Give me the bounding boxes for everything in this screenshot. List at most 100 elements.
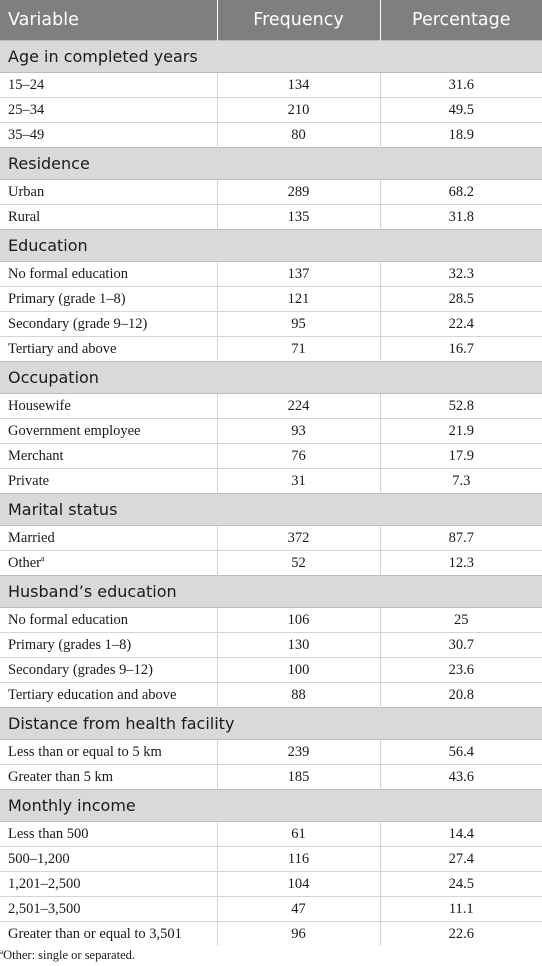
percentage-cell: 28.5 (379, 286, 542, 312)
frequency-cell: 224 (216, 393, 380, 419)
row-label-cell: Othera (0, 550, 217, 576)
row-label-cell: Tertiary and above (0, 336, 217, 362)
header-frequency: Frequency (216, 0, 380, 41)
percentage-cell: 27.4 (379, 846, 542, 872)
frequency-cell: 130 (216, 632, 380, 658)
row-label-cell: No formal education (0, 608, 217, 633)
row-label: Housewife (8, 397, 71, 414)
section-row: Occupation (0, 361, 542, 394)
section-title: Monthly income (0, 789, 542, 822)
table-row: Private 31 7.3 (0, 468, 542, 494)
table-row: Housewife 224 52.8 (0, 393, 542, 419)
section-row: Distance from health facility (0, 707, 542, 740)
table-row: 15–24 134 31.6 (0, 72, 542, 98)
frequency-cell: 71 (216, 336, 380, 362)
footnote-mark: a (0, 947, 4, 956)
percentage-cell: 31.6 (379, 72, 542, 98)
table-row: 1,201–2,500 104 24.5 (0, 871, 542, 897)
row-label: 1,201–2,500 (8, 875, 81, 892)
section-row: Education (0, 229, 542, 262)
table-footnote: aOther: single or separated. (0, 948, 135, 963)
row-label-cell: Urban (0, 180, 217, 205)
frequency-cell: 61 (216, 821, 380, 847)
row-label: No formal education (8, 611, 128, 628)
percentage-cell: 25 (379, 607, 542, 633)
row-label: Private (8, 472, 50, 489)
table-header: Variable Frequency Percentage (0, 0, 542, 41)
row-label: 25–34 (8, 101, 45, 118)
row-label: Secondary (grade 9–12) (8, 315, 148, 332)
row-label: Urban (8, 183, 45, 200)
section-row: Residence (0, 147, 542, 180)
frequency-cell: 137 (216, 261, 380, 287)
frequency-cell: 210 (216, 97, 380, 123)
percentage-cell: 52.8 (379, 393, 542, 419)
frequency-cell: 76 (216, 443, 380, 469)
section-title: Husband’s education (0, 575, 542, 608)
percentage-cell: 18.9 (379, 122, 542, 148)
row-label: Tertiary and above (8, 340, 117, 357)
frequency-cell: 100 (216, 657, 380, 683)
table-row: Othera 52 12.3 (0, 550, 542, 576)
section-title: Education (0, 229, 542, 262)
frequency-cell: 135 (216, 204, 380, 230)
percentage-cell: 16.7 (379, 336, 542, 362)
frequency-cell: 52 (216, 550, 380, 576)
percentage-cell: 12.3 (379, 550, 542, 576)
row-label: 2,501–3,500 (8, 900, 81, 917)
section-title: Marital status (0, 493, 542, 526)
percentage-cell: 7.3 (379, 468, 542, 494)
row-label-cell: Married (0, 526, 217, 551)
table-row: Primary (grade 1–8) 121 28.5 (0, 286, 542, 312)
section-row: Age in completed years (0, 40, 542, 73)
percentage-cell: 17.9 (379, 443, 542, 469)
table-row: 2,501–3,500 47 11.1 (0, 896, 542, 922)
row-label-cell: Secondary (grade 9–12) (0, 311, 217, 337)
table-row: 500–1,200 116 27.4 (0, 846, 542, 872)
row-label: Greater than or equal to 3,501 (8, 925, 182, 942)
frequency-cell: 289 (216, 179, 380, 205)
frequency-cell: 239 (216, 739, 380, 765)
row-label-cell: Primary (grades 1–8) (0, 632, 217, 658)
table-row: 35–49 80 18.9 (0, 122, 542, 148)
percentage-cell: 11.1 (379, 896, 542, 922)
row-label: Married (8, 529, 55, 546)
table-row: Rural 135 31.8 (0, 204, 542, 230)
frequency-cell: 116 (216, 846, 380, 872)
table-row: Tertiary education and above 88 20.8 (0, 682, 542, 708)
row-label-cell: Greater than or equal to 3,501 (0, 921, 217, 946)
percentage-cell: 20.8 (379, 682, 542, 708)
row-label-cell: Government employee (0, 418, 217, 444)
percentage-cell: 21.9 (379, 418, 542, 444)
section-title: Residence (0, 147, 542, 180)
row-label: Tertiary education and above (8, 686, 177, 703)
row-label: Rural (8, 208, 41, 225)
table-row: Urban 289 68.2 (0, 179, 542, 205)
footnote-text: Other: single or separated. (3, 948, 136, 962)
data-table: Variable Frequency Percentage Age in com… (0, 0, 542, 946)
table-row: Greater than 5 km 185 43.6 (0, 764, 542, 790)
row-label-cell: 500–1,200 (0, 846, 217, 872)
percentage-cell: 22.4 (379, 311, 542, 337)
section-row: Marital status (0, 493, 542, 526)
row-label-cell: 2,501–3,500 (0, 896, 217, 922)
row-label-cell: Less than or equal to 5 km (0, 740, 217, 765)
table-row: Primary (grades 1–8) 130 30.7 (0, 632, 542, 658)
header-percentage: Percentage (379, 0, 542, 41)
row-label: Government employee (8, 422, 141, 439)
row-label-cell: Secondary (grades 9–12) (0, 657, 217, 683)
frequency-cell: 47 (216, 896, 380, 922)
table-row: No formal education 106 25 (0, 607, 542, 633)
frequency-cell: 106 (216, 607, 380, 633)
table-row: Greater than or equal to 3,501 96 22.6 (0, 921, 542, 946)
section-title: Occupation (0, 361, 542, 394)
header-variable: Variable (0, 0, 217, 41)
percentage-cell: 49.5 (379, 97, 542, 123)
row-label: Less than 500 (8, 825, 89, 842)
row-label: Primary (grades 1–8) (8, 636, 132, 653)
row-label: Primary (grade 1–8) (8, 290, 126, 307)
footnote-marker: a (41, 553, 45, 563)
row-label-cell: 15–24 (0, 73, 217, 98)
table-row: Government employee 93 21.9 (0, 418, 542, 444)
percentage-cell: 24.5 (379, 871, 542, 897)
